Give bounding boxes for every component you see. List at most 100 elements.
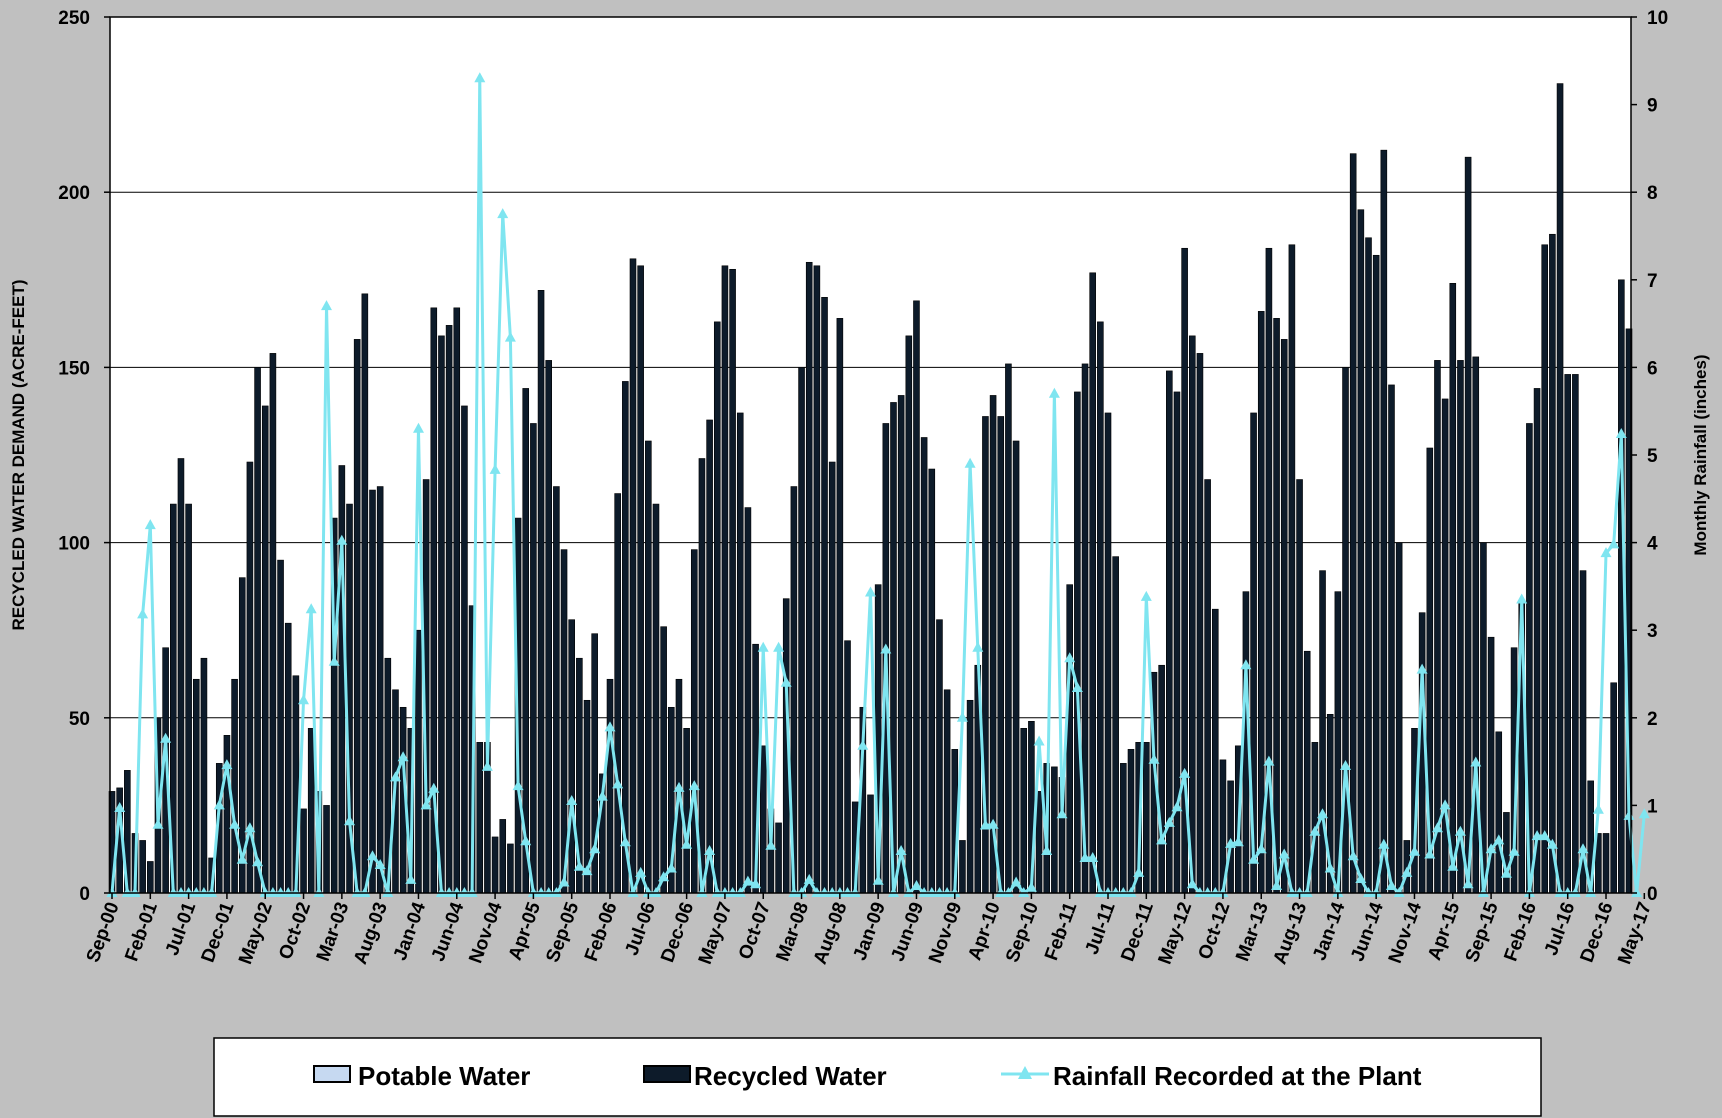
recycled-water-bar — [920, 437, 928, 894]
recycled-water-bar — [560, 549, 568, 894]
rainfall-point — [1232, 836, 1244, 847]
rainfall-point — [405, 873, 417, 884]
rainfall-point — [144, 519, 156, 530]
recycled-water-bar — [936, 619, 943, 894]
rainfall-point — [1485, 843, 1497, 854]
recycled-water-bar — [1005, 363, 1012, 894]
recycled-water-bar — [277, 559, 284, 894]
recycled-water-bar — [1166, 370, 1173, 894]
recycled-water-bar — [192, 678, 200, 894]
x-tick-label: May-12 — [1155, 900, 1197, 968]
recycled-water-bar — [1143, 742, 1150, 894]
rainfall-point — [742, 875, 754, 886]
rainfall-point — [1386, 880, 1397, 890]
recycled-water-bar — [1189, 335, 1196, 894]
rainfall-point — [995, 887, 1007, 897]
recycled-water-bar — [1127, 749, 1135, 894]
recycled-water-bar — [997, 416, 1005, 894]
rainfall-point — [328, 655, 340, 666]
x-tick-label: Mar-08 — [773, 900, 814, 965]
recycled-water-bar — [1549, 233, 1556, 894]
x-tick-label: Aug-08 — [810, 900, 852, 968]
rainfall-point — [390, 771, 401, 782]
legend-label-recycled: Recycled Water — [694, 1061, 887, 1091]
rainfall-point — [979, 819, 991, 830]
recycled-water-bar — [1020, 728, 1028, 894]
rainfall-point — [1163, 816, 1175, 827]
recycled-water-bar — [683, 728, 690, 894]
y2-tick-label: 10 — [1647, 8, 1668, 29]
rainfall-point — [1546, 838, 1558, 849]
rainfall-point — [1608, 538, 1620, 549]
recycled-water-bar — [1227, 780, 1234, 894]
rainfall-point — [1324, 862, 1336, 873]
rainfall-point — [183, 887, 195, 897]
rainfall-point — [1133, 866, 1145, 877]
recycled-water-bar — [905, 335, 913, 894]
y2-tick-label: 3 — [1647, 621, 1658, 642]
legend-swatch-potable — [313, 1065, 351, 1083]
y-tick-label: 0 — [79, 884, 90, 905]
recycled-water-bar — [736, 412, 744, 894]
rainfall-point — [780, 676, 792, 687]
rainfall-point — [727, 887, 739, 897]
y-tick-label: 150 — [58, 358, 90, 379]
recycled-water-bar — [1066, 584, 1073, 894]
y2-tick-label: 1 — [1647, 796, 1658, 817]
recycled-water-bar — [353, 339, 361, 894]
recycled-water-bar — [721, 265, 729, 894]
rainfall-point — [1248, 853, 1260, 864]
recycled-water-bar — [438, 335, 445, 894]
legend: Potable Water Recycled Water Rainfall Re… — [213, 1037, 1542, 1117]
recycled-water-bar — [943, 689, 951, 894]
recycled-water-bar — [1319, 570, 1326, 894]
recycled-water-bar — [1120, 763, 1127, 894]
recycled-water-bar — [1541, 244, 1549, 894]
x-tick-label: Jun-09 — [888, 900, 929, 965]
rainfall-point — [1370, 887, 1382, 897]
rainfall-point — [849, 887, 861, 897]
rainfall-point — [137, 608, 149, 619]
rainfall-point — [1025, 881, 1037, 892]
rainfall-point — [665, 862, 677, 873]
rainfall-point — [1271, 880, 1283, 890]
legend-label-rainfall: Rainfall Recorded at the Plant — [1053, 1061, 1422, 1091]
y2-tick-label: 2 — [1647, 709, 1658, 730]
y2-tick-label: 0 — [1647, 884, 1658, 905]
rainfall-point — [834, 887, 846, 897]
rainfall-point — [1317, 808, 1328, 819]
rainfall-point — [1363, 887, 1374, 897]
rainfall-point — [765, 839, 777, 850]
rainfall-point — [175, 887, 187, 897]
rainfall-point — [1002, 887, 1014, 897]
x-tick-label: Nov-04 — [465, 899, 507, 966]
rainfall-point — [773, 641, 785, 652]
rainfall-point — [711, 887, 723, 897]
rainfall-point — [1592, 803, 1604, 814]
rainfall-point — [1516, 593, 1528, 604]
rainfall-point — [681, 838, 693, 849]
rainfall-point — [535, 887, 547, 897]
recycled-water-bar — [798, 367, 805, 894]
recycled-water-bar — [507, 843, 514, 894]
recycled-water-bar — [744, 507, 752, 894]
rainfall-point — [1523, 887, 1535, 897]
y2-tick-label: 6 — [1647, 358, 1658, 379]
rainfall-point — [114, 802, 126, 812]
rainfall-point — [987, 818, 999, 829]
rainfall-point — [888, 887, 899, 897]
y2-axis-title: Monthly Rainfall (inches) — [1691, 354, 1710, 555]
recycled-water-bar — [530, 423, 537, 894]
rainfall-point — [750, 878, 762, 889]
rainfall-point — [1638, 808, 1650, 819]
x-tick-label: Nov-14 — [1385, 899, 1427, 966]
rainfall-point — [1056, 808, 1068, 819]
rainfall-point — [1569, 887, 1581, 897]
recycled-water-bar — [284, 622, 292, 894]
recycled-water-bar — [1533, 388, 1541, 894]
rainfall-point — [803, 873, 815, 884]
rainfall-point — [543, 887, 555, 897]
rainfall-point — [796, 887, 807, 897]
rainfall-point — [1393, 887, 1405, 897]
